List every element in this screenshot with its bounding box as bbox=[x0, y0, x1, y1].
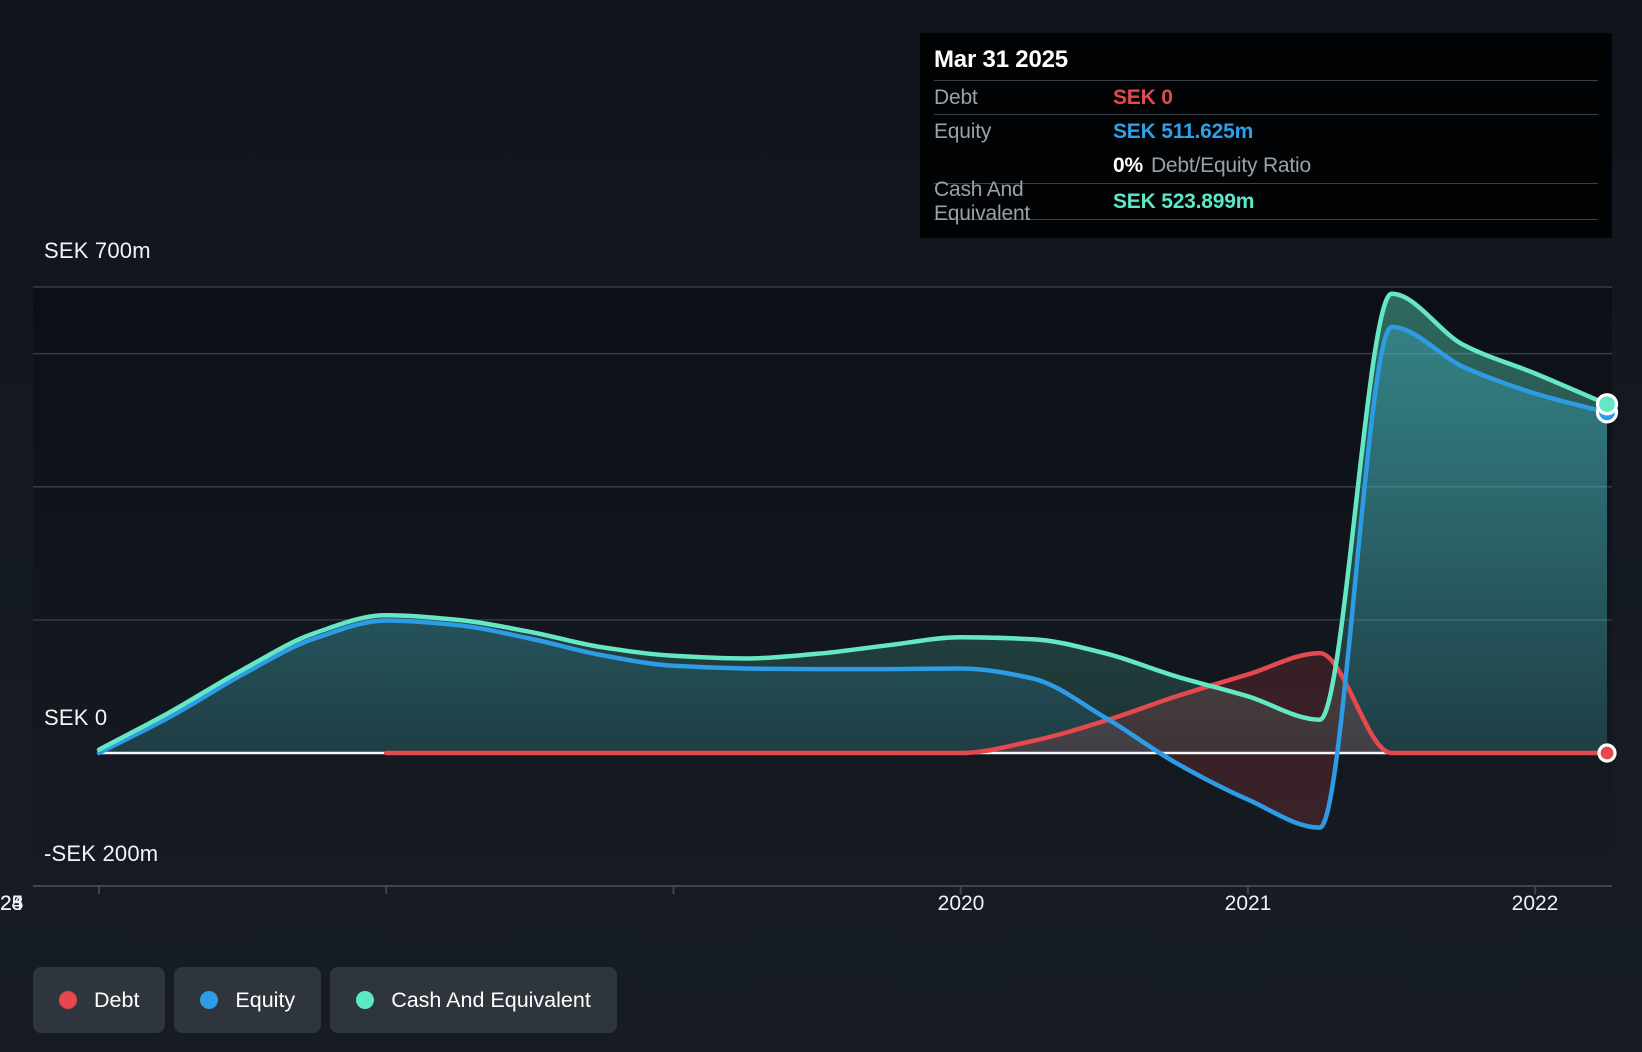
cash-endpoint-marker[interactable] bbox=[1595, 393, 1619, 416]
debt-line bbox=[383, 650, 1610, 756]
debt-dot-icon bbox=[59, 991, 77, 1009]
x-axis-label-2022: 2022 bbox=[1511, 892, 1559, 915]
tooltip-ratio-value: 0% bbox=[1113, 154, 1143, 177]
x-axis-label-2025: 2025 bbox=[0, 892, 24, 915]
chart-legend: Debt Equity Cash And Equivalent bbox=[33, 967, 617, 1033]
cash-area-fill bbox=[99, 293, 1607, 753]
legend-item-equity[interactable]: Equity bbox=[174, 967, 322, 1033]
x-axis-label-2023: 2023 bbox=[0, 892, 24, 915]
negative-equity-fill bbox=[99, 753, 1607, 828]
tooltip-cash-label: Cash And Equivalent bbox=[934, 177, 1031, 225]
y-axis-label-neg200m: -SEK 200m bbox=[44, 841, 159, 866]
tooltip-ratio-label: Debt/Equity Ratio bbox=[1150, 154, 1311, 177]
debt-endpoint-marker[interactable] bbox=[1597, 743, 1617, 763]
tooltip-ratio-row: 0% Debt/Equity Ratio bbox=[934, 149, 1598, 184]
debt-area-fill bbox=[386, 653, 1608, 753]
tooltip-debt-value: SEK 0 bbox=[1113, 85, 1173, 109]
tooltip-date: Mar 31 2025 bbox=[934, 33, 1598, 81]
legend-item-cash[interactable]: Cash And Equivalent bbox=[330, 967, 617, 1033]
equity-dot-icon bbox=[200, 991, 219, 1009]
y-axis-label-zero: SEK 0 bbox=[44, 705, 108, 730]
legend-cash-label: Cash And Equivalent bbox=[391, 987, 591, 1012]
tooltip-debt-label: Debt bbox=[934, 85, 978, 109]
legend-item-debt[interactable]: Debt bbox=[33, 967, 166, 1033]
y-axis-label-700m: SEK 700m bbox=[44, 238, 151, 263]
tooltip-equity-row: Equity SEK 511.625m bbox=[934, 115, 1598, 149]
legend-equity-label: Equity bbox=[235, 987, 296, 1012]
tooltip-cash-value: SEK 523.899m bbox=[1113, 189, 1255, 213]
x-axis-label-2024: 2024 bbox=[0, 892, 24, 915]
x-axis-label-2021: 2021 bbox=[1224, 892, 1272, 915]
tooltip-debt-row: Debt SEK 0 bbox=[934, 81, 1598, 115]
equity-line bbox=[96, 324, 1610, 830]
x-axis-label-2020: 2020 bbox=[937, 892, 985, 915]
cash-line bbox=[96, 291, 1610, 752]
tooltip-equity-value: SEK 511.625m bbox=[1113, 120, 1254, 143]
tooltip-cash-row: Cash And Equivalent SEK 523.899m bbox=[934, 178, 1598, 225]
tooltip-equity-label: Equity bbox=[934, 120, 992, 143]
chart-tooltip: Mar 31 2025 Debt SEK 0 Equity SEK 511.62… bbox=[920, 33, 1612, 238]
legend-debt-label: Debt bbox=[94, 987, 140, 1012]
cash-dot-icon bbox=[356, 991, 375, 1009]
